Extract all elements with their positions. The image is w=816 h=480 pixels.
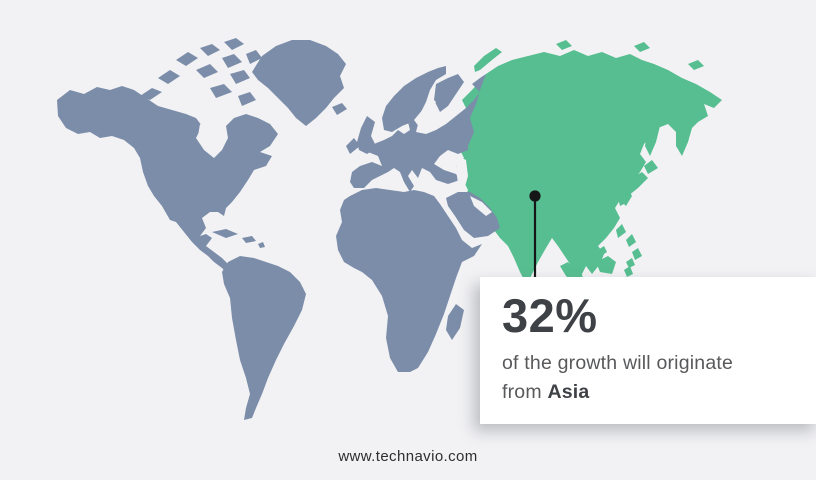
island-novaya-zemlya: [474, 48, 502, 72]
water-caspian-sea: [456, 156, 468, 190]
arctic-island-6: [196, 64, 218, 78]
continent-europe: [350, 74, 486, 192]
island-borneo: [596, 256, 616, 274]
arctic-island-1: [140, 88, 162, 100]
footer-website: www.technavio.com: [338, 448, 478, 465]
continent-africa: [336, 188, 482, 372]
arctic-island-7: [222, 54, 242, 68]
arctic-island-11: [238, 92, 256, 106]
island-great-britain: [357, 116, 377, 154]
island-ireland: [346, 138, 360, 154]
island-kyushu: [618, 194, 628, 206]
asia-region-layer: [456, 40, 722, 300]
island-philippines-3: [626, 258, 635, 268]
island-cuba: [212, 229, 238, 238]
marker-dot: [529, 190, 541, 202]
island-hainan: [598, 246, 607, 256]
island-hokkaido: [644, 160, 658, 174]
stat-value: 32%: [502, 289, 598, 342]
arctic-island-8: [230, 70, 250, 84]
water-hudson-bay: [198, 124, 216, 156]
island-sakhalin: [645, 120, 660, 156]
water-baltic-sea: [414, 96, 436, 128]
continent-greenland: [252, 40, 346, 126]
water-persian-gulf: [470, 196, 492, 216]
island-taiwan: [616, 224, 626, 238]
island-hispaniola: [242, 236, 256, 243]
highlighted-region-name: Asia: [547, 380, 590, 403]
region-scandinavia: [382, 66, 446, 132]
arctic-island-4: [200, 44, 220, 56]
water-black-sea: [438, 153, 460, 162]
island-honshu: [624, 172, 648, 196]
region-asia-mainland: [456, 50, 722, 296]
island-antilles: [258, 242, 265, 248]
continent-north-america: [57, 86, 278, 274]
continents-layer: [57, 38, 500, 420]
island-wrangel: [688, 60, 704, 70]
continent-south-america: [222, 256, 306, 420]
region-finland: [434, 74, 464, 112]
arctic-island-2: [158, 70, 180, 84]
stat-description: of the growth will originate from Asia: [502, 349, 810, 407]
stat-description-prefix: from: [502, 380, 542, 403]
island-iceland: [332, 103, 347, 115]
island-arctic-2: [634, 42, 650, 52]
arctic-island-3: [176, 52, 198, 66]
arctic-island-5: [224, 38, 244, 50]
island-sulawesi: [624, 266, 633, 277]
island-philippines-1: [626, 234, 636, 247]
island-philippines-2: [632, 248, 642, 260]
callout-card: 32% of the growth will originate from As…: [480, 277, 816, 424]
island-madagascar: [446, 304, 464, 340]
water-bodies-layer: [198, 96, 492, 216]
region-arabia: [446, 192, 500, 238]
stat-description-line1: of the growth will originate: [502, 351, 734, 374]
arctic-island-9: [246, 50, 262, 64]
arctic-island-10: [210, 84, 232, 98]
island-arctic-1: [556, 40, 572, 50]
